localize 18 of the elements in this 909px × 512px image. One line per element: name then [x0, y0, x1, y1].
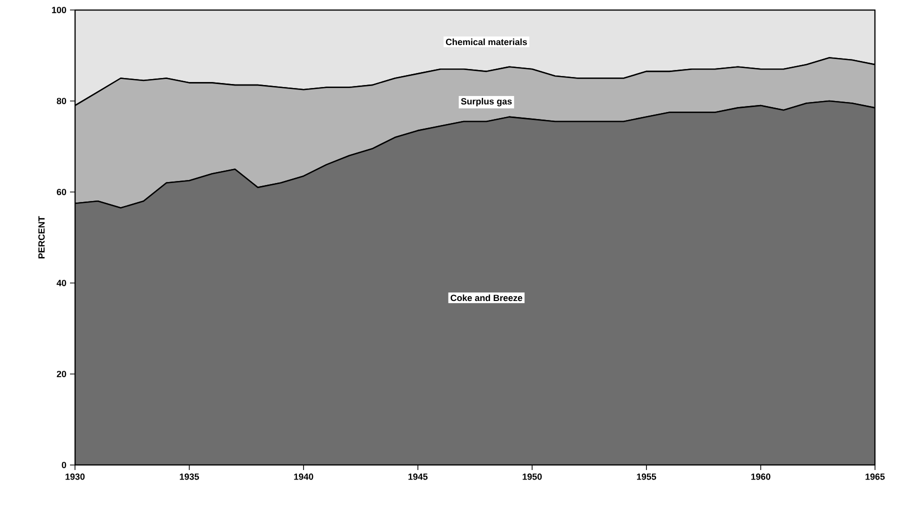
series-label: Surplus gas [461, 98, 512, 106]
x-tick-label: 1945 [408, 474, 428, 480]
x-tick-label: 1940 [294, 474, 314, 480]
y-tick-label: 40 [56, 280, 66, 286]
y-tick-label: 20 [56, 370, 66, 378]
x-tick-label: 1965 [866, 474, 885, 480]
x-tick-label: 1960 [751, 474, 770, 480]
y-tick-label: 0 [62, 462, 66, 468]
y-axis-title: PERCENT [38, 216, 45, 258]
y-tick-label: 60 [56, 188, 66, 196]
y-tick-label: 100 [52, 6, 66, 14]
series-label: Coke and Breeze [450, 294, 522, 302]
x-tick-label: 1950 [522, 474, 542, 480]
series-label: Chemical materials [446, 38, 527, 46]
x-tick-label: 1935 [180, 474, 200, 480]
x-tick-label: 1955 [637, 474, 656, 480]
y-tick-label: 80 [56, 98, 66, 104]
x-tick-label: 1930 [66, 474, 85, 480]
